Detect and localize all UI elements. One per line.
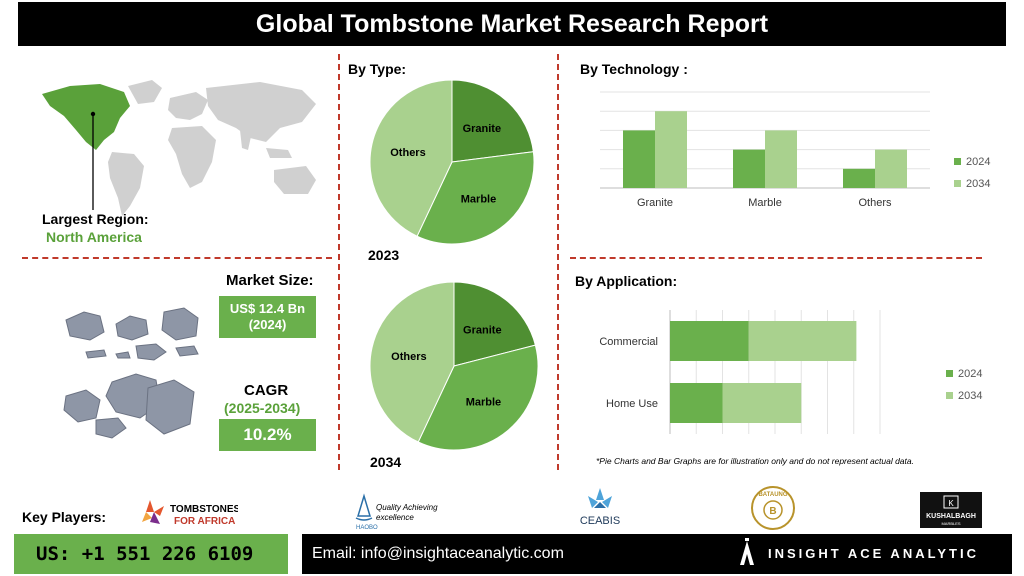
ceabis-text: CEABIS bbox=[580, 515, 620, 527]
tech-legend-label-2034: 2034 bbox=[966, 178, 990, 190]
tech-bar-marble-2024 bbox=[733, 149, 765, 188]
footer-email: Email: info@insightaceanalytic.com bbox=[302, 534, 722, 574]
world-map bbox=[42, 80, 316, 216]
tech-bar-others-2024 bbox=[843, 168, 875, 188]
app-bar-home-use-2024 bbox=[670, 383, 723, 423]
tombstones-for-africa-logo: TOMBSTONES FOR AFRICA bbox=[142, 500, 238, 527]
app-bar-home-use-2034 bbox=[722, 383, 802, 423]
pie-label-marble: Marble bbox=[461, 193, 496, 205]
ceabis-logo: CEABIS bbox=[580, 488, 620, 527]
largest-region-value: North America bbox=[46, 229, 142, 245]
key-players-label: Key Players: bbox=[22, 509, 107, 525]
kushalbagh-logo: K KUSHALBAGH MARBLES bbox=[920, 492, 982, 528]
pie-label-granite: Granite bbox=[463, 324, 502, 336]
insight-ace-logo-icon bbox=[740, 538, 754, 565]
tech-legend-label-2024: 2024 bbox=[966, 156, 990, 168]
disclaimer-text: *Pie Charts and Bar Graphs are for illus… bbox=[596, 456, 914, 466]
pie-label-granite: Granite bbox=[463, 123, 502, 135]
stones-illustration bbox=[63, 307, 199, 439]
divider-horizontal-right bbox=[570, 257, 982, 259]
bataung-logo: B BATAUNG bbox=[751, 486, 795, 530]
footer-brand: INSIGHT ACE ANALYTIC bbox=[722, 534, 1012, 574]
pie-chart-2034: Granite Marble Others bbox=[369, 281, 539, 451]
haobo-line2: excellence bbox=[376, 513, 414, 522]
tech-legend-swatch-2034 bbox=[954, 180, 961, 187]
market-size-year: (2024) bbox=[248, 317, 287, 332]
tombstones-line2: FOR AFRICA bbox=[174, 516, 235, 527]
by-application-label: By Application: bbox=[575, 273, 678, 289]
divider-horizontal-left bbox=[22, 257, 332, 259]
pie-slice-others bbox=[369, 281, 455, 443]
technology-bar-chart: Granite Marble Others 2024 2034 bbox=[600, 91, 990, 209]
bataung-text: BATAUNG bbox=[758, 492, 787, 498]
tech-bar-granite-2034 bbox=[655, 111, 687, 188]
app-category-commercial: Commercial bbox=[599, 336, 658, 348]
by-technology-label: By Technology : bbox=[580, 61, 688, 77]
pie-label-marble: Marble bbox=[466, 397, 501, 409]
footer-phone: US: +1 551 226 6109 bbox=[14, 534, 288, 574]
tech-category-others: Others bbox=[858, 197, 892, 209]
app-legend-swatch-2034 bbox=[946, 392, 953, 399]
pie-label-others: Others bbox=[391, 351, 426, 363]
cagr-label: CAGR bbox=[244, 382, 289, 399]
pie-chart-2023: Granite Marble Others bbox=[369, 79, 535, 245]
application-bar-chart: Commercial Home Use 2024 2034 bbox=[599, 310, 982, 434]
by-type-label: By Type: bbox=[348, 61, 407, 77]
pie-slice-others bbox=[369, 79, 453, 237]
market-size-box: US$ 12.4 Bn (2024) bbox=[219, 296, 316, 338]
pie-slice-granite bbox=[453, 281, 536, 367]
tech-category-granite: Granite bbox=[637, 197, 673, 209]
cagr-period: (2025-2034) bbox=[224, 400, 301, 416]
app-legend-label-2024: 2024 bbox=[958, 368, 982, 380]
cagr-value: 10.2% bbox=[219, 419, 316, 451]
largest-region-label: Largest Region: bbox=[42, 211, 149, 227]
tech-bar-marble-2034 bbox=[765, 130, 797, 188]
app-bar-commercial-2034 bbox=[748, 321, 857, 361]
app-legend-label-2034: 2034 bbox=[958, 390, 982, 402]
divider-vertical-left bbox=[338, 54, 340, 470]
tech-category-marble: Marble bbox=[748, 197, 782, 209]
tech-bar-others-2034 bbox=[875, 149, 907, 188]
app-bar-commercial-2024 bbox=[670, 321, 749, 361]
svg-text:B: B bbox=[769, 506, 776, 517]
svg-text:K: K bbox=[948, 499, 954, 508]
haobo-logo: HAOBO Quality Achieving excellence bbox=[355, 493, 438, 531]
market-size-value: US$ 12.4 Bn bbox=[229, 301, 306, 316]
divider-vertical-right bbox=[557, 54, 559, 470]
kushalbagh-line2: MARBLES bbox=[941, 521, 960, 526]
tombstones-line1: TOMBSTONES bbox=[170, 504, 238, 515]
haobo-brand: HAOBO bbox=[356, 525, 378, 531]
market-size-label: Market Size: bbox=[226, 272, 314, 289]
app-category-home-use: Home Use bbox=[606, 398, 658, 410]
footer-brand-text: INSIGHT ACE ANALYTIC bbox=[768, 546, 979, 561]
kushalbagh-line1: KUSHALBAGH bbox=[926, 513, 976, 520]
haobo-line1: Quality Achieving bbox=[376, 503, 438, 512]
pie-slice-granite bbox=[451, 79, 534, 163]
pie-year-2034: 2034 bbox=[370, 454, 402, 470]
pie-year-2023: 2023 bbox=[368, 247, 400, 263]
page-title: Global Tombstone Market Research Report bbox=[18, 2, 1006, 46]
pie-slice-marble bbox=[417, 344, 539, 451]
tech-bar-granite-2024 bbox=[623, 130, 655, 188]
app-legend-swatch-2024 bbox=[946, 370, 953, 377]
tech-legend-swatch-2024 bbox=[954, 158, 961, 165]
pie-label-others: Others bbox=[390, 147, 425, 159]
north-america-highlight bbox=[42, 84, 130, 150]
